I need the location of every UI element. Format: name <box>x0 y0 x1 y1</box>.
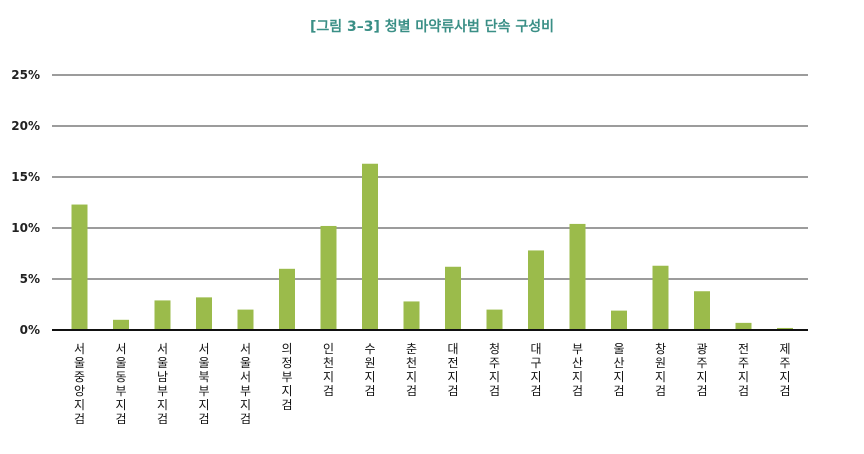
y-tick-labels: 0% 5% 10% 15% 20% 25% <box>11 68 40 337</box>
bars <box>71 163 793 330</box>
y-tick-label: 0% <box>20 323 40 337</box>
bar <box>652 265 669 330</box>
bar <box>735 322 752 330</box>
grid-lines <box>52 74 808 280</box>
y-tick-label: 10% <box>11 221 40 235</box>
chart-title: [그림 3–3] 청별 마약류사범 단속 구성비 <box>310 19 554 35</box>
y-tick-label: 25% <box>11 68 40 82</box>
bar <box>71 204 88 330</box>
bar <box>528 250 544 330</box>
bar <box>569 223 586 330</box>
x-tick-labels: 서 울 중 앙 지 검 서 울 동 부 지 검 서 울 남 부 지 검 서 울 북 부 지 검 서 울 서 부 지 검 의 정 부 지 검 인 천 지 검 수… <box>74 342 791 426</box>
y-tick-label: 5% <box>20 272 40 286</box>
y-tick-label: 15% <box>11 170 40 184</box>
bar <box>694 291 710 330</box>
bar <box>113 319 129 330</box>
bar <box>362 163 378 330</box>
bar <box>777 327 793 330</box>
bar <box>403 301 420 330</box>
bar <box>486 309 503 330</box>
bar <box>154 300 171 330</box>
y-tick-label: 20% <box>11 119 40 133</box>
bar <box>611 310 627 330</box>
bar <box>279 268 295 330</box>
bar <box>320 225 337 330</box>
bar <box>237 309 254 330</box>
bar <box>445 266 461 330</box>
bar <box>196 297 212 330</box>
